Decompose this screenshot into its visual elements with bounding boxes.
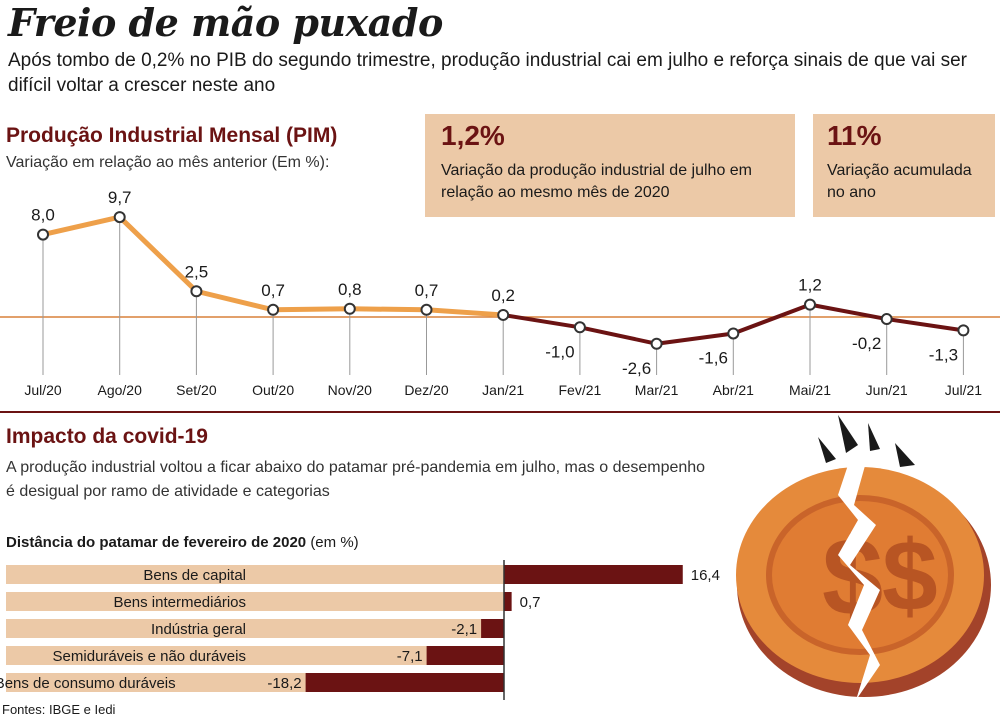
ytd-value: 11% xyxy=(827,120,882,151)
data-point xyxy=(497,308,510,321)
covid-text: A produção industrial voltou a ficar aba… xyxy=(6,459,706,500)
value-label: 16,4 xyxy=(691,567,720,584)
x-tick-label: Fev/21 xyxy=(558,382,601,398)
x-tick-label: Ago/20 xyxy=(98,382,143,398)
pim-title: Produção Industrial Mensal (PIM) xyxy=(6,124,338,147)
svg-text:$: $ xyxy=(882,520,938,632)
bar-chart-title-unit: (em %) xyxy=(310,534,359,551)
data-label: 2,5 xyxy=(185,262,209,281)
x-tick-label: Set/20 xyxy=(176,382,217,398)
x-tick-label: Jul/20 xyxy=(24,382,62,398)
bar xyxy=(504,592,512,611)
data-label: 0,8 xyxy=(338,280,362,299)
data-point xyxy=(37,228,49,241)
x-tick-label: Mai/21 xyxy=(789,382,831,398)
data-label: 0,7 xyxy=(415,281,439,300)
data-label: -2,6 xyxy=(622,359,651,378)
data-point xyxy=(573,321,586,334)
data-point xyxy=(267,303,280,316)
series-line-2020 xyxy=(42,214,504,318)
data-point xyxy=(957,324,970,337)
broken-coin-icon: $ $ xyxy=(736,415,991,700)
category-label: Bens de consumo duráveis xyxy=(0,675,176,692)
value-label: -2,1 xyxy=(451,621,477,638)
data-label: 0,2 xyxy=(491,286,515,305)
x-tick-label: Dez/20 xyxy=(404,382,449,398)
data-point xyxy=(113,211,126,224)
headline: Freio de mão puxado xyxy=(8,0,443,45)
x-tick-label: Jan/21 xyxy=(482,382,524,398)
sources-note: Fontes: IBGE e Iedi xyxy=(2,702,116,717)
x-tick-label: Nov/20 xyxy=(328,382,373,398)
data-point xyxy=(650,337,663,350)
subheadline: Após tombo de 0,2% no PIB do segundo tri… xyxy=(8,50,967,96)
data-label: -0,2 xyxy=(852,334,881,353)
data-label: -1,6 xyxy=(699,348,728,367)
covid-title: Impacto da covid-19 xyxy=(6,425,208,448)
ytd-card: 11% Variação acumulada no ano xyxy=(813,114,995,217)
pim-subtitle: Variação em relação ao mês anterior (Em … xyxy=(6,154,330,171)
data-label: 0,7 xyxy=(261,281,285,300)
category-band xyxy=(6,565,504,584)
category-band xyxy=(6,592,504,611)
x-tick-label: Jun/21 xyxy=(866,382,908,398)
category-label: Semiduráveis e não duráveis xyxy=(53,648,246,665)
x-tick-label: Abr/21 xyxy=(713,382,754,398)
yoy-card: 1,2% Variação da produção industrial de … xyxy=(425,114,795,217)
data-label: -1,3 xyxy=(929,345,958,364)
bar xyxy=(481,619,504,638)
sector-bar-chart: Bens de capital 16,4 Bens intermediários 0,… xyxy=(0,560,720,700)
data-point xyxy=(190,285,203,298)
bar xyxy=(426,646,504,665)
category-label: Bens intermediários xyxy=(113,594,246,611)
ytd-text: Variação acumulada no ano xyxy=(827,162,972,201)
x-tick-label: Jul/21 xyxy=(945,382,983,398)
data-label: -1,0 xyxy=(545,342,574,361)
data-point xyxy=(804,298,816,311)
bar-chart-title: Distância do patamar de fevereiro de 202… xyxy=(6,534,359,551)
bar-chart-title-main: Distância do patamar de fevereiro de 202… xyxy=(6,534,307,551)
yoy-text: Variação da produção industrial de julho… xyxy=(441,162,753,201)
data-point xyxy=(343,302,356,315)
category-band xyxy=(6,646,504,665)
bar xyxy=(504,565,683,584)
data-label: 9,7 xyxy=(108,188,132,207)
section-divider xyxy=(0,411,1000,413)
category-label: Bens de capital xyxy=(143,567,246,584)
x-tick-label: Out/20 xyxy=(252,382,294,398)
x-tick-label: Mar/21 xyxy=(635,382,679,398)
data-point xyxy=(420,303,433,316)
data-label: 1,2 xyxy=(798,276,822,295)
category-band xyxy=(6,619,504,638)
value-label: 0,7 xyxy=(520,594,541,611)
pim-line-chart: 8,0 Jul/20 9,7 Ago/20 2,5 Set/20 0,7 Out/20 0,8 N… xyxy=(0,188,1000,398)
yoy-value: 1,2% xyxy=(441,120,505,151)
data-label: 8,0 xyxy=(31,206,55,225)
value-label: -7,1 xyxy=(397,648,423,665)
bar xyxy=(305,673,504,692)
category-label: Indústria geral xyxy=(151,621,246,638)
data-point xyxy=(727,327,740,340)
data-point xyxy=(880,313,893,326)
value-label: -18,2 xyxy=(267,675,301,692)
